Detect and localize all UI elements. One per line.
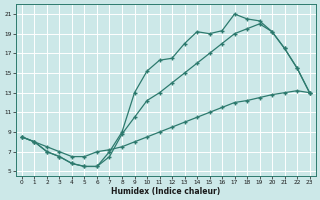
X-axis label: Humidex (Indice chaleur): Humidex (Indice chaleur) <box>111 187 220 196</box>
